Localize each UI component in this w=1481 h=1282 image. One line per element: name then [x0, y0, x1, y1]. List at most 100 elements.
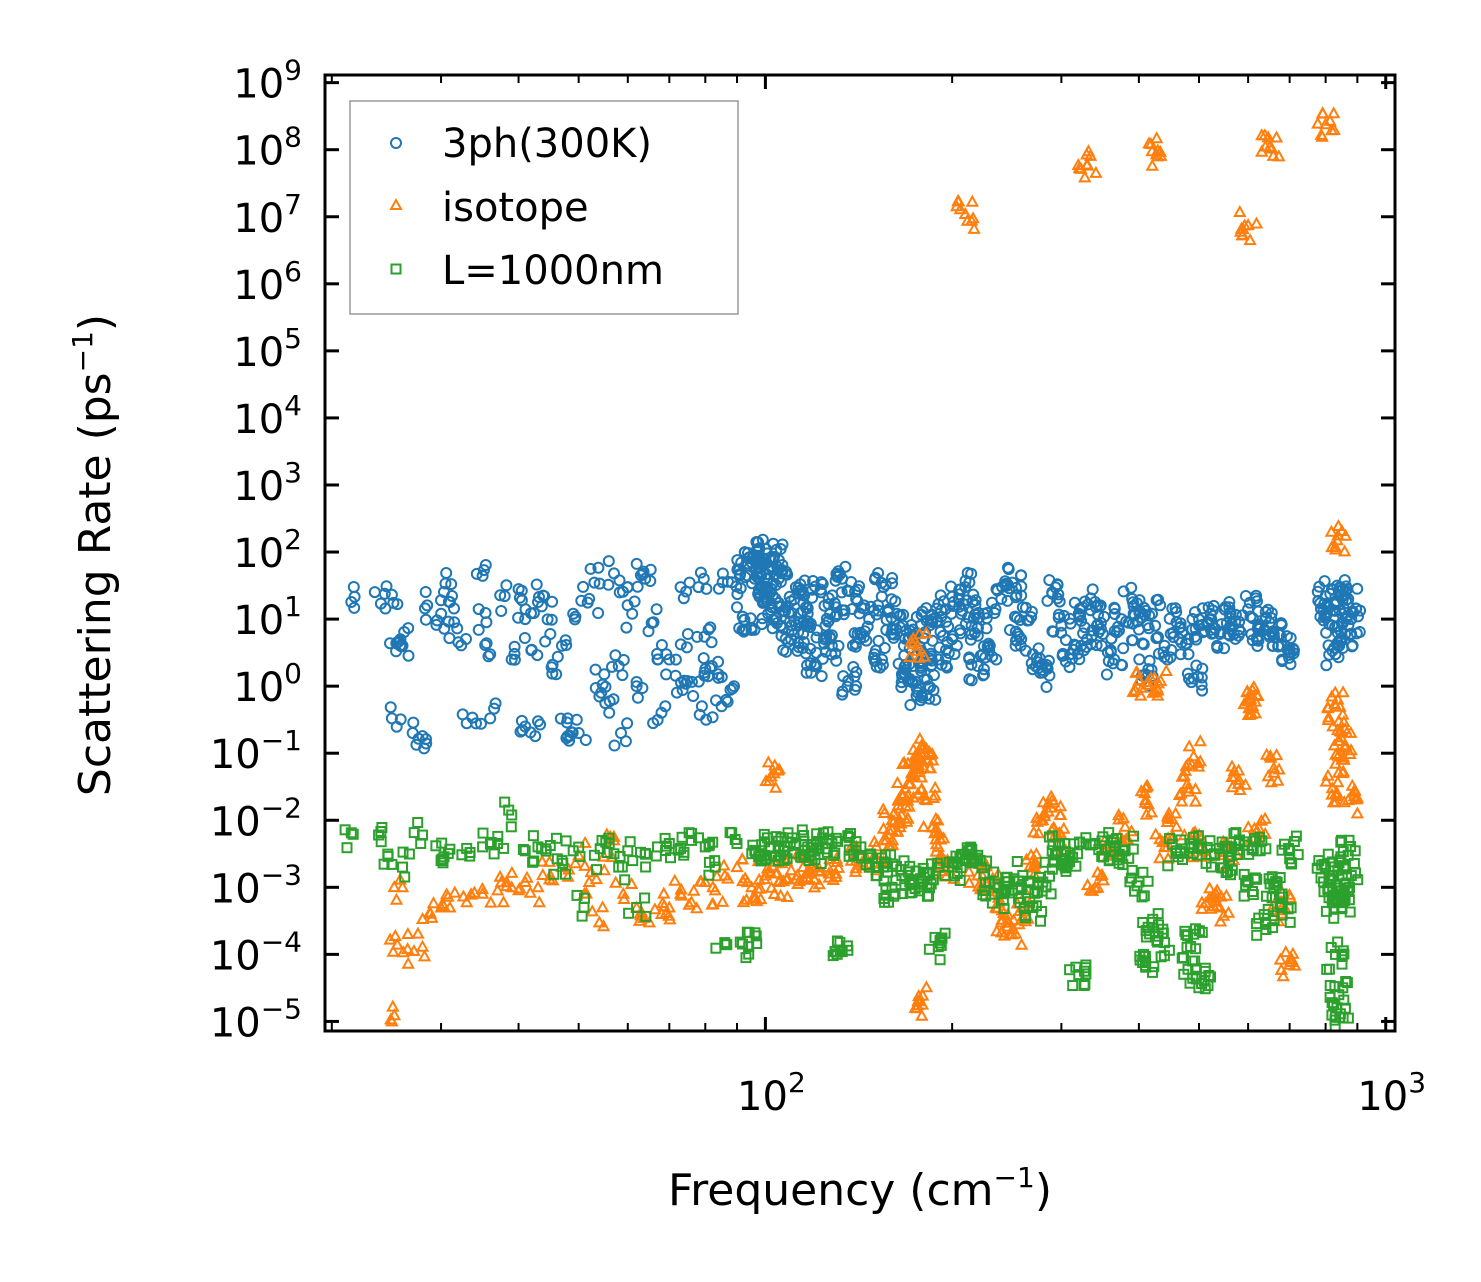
data-point	[1320, 626, 1333, 639]
data-point	[1258, 139, 1273, 152]
data-point	[1211, 641, 1224, 654]
data-point	[752, 587, 765, 600]
data-point	[1276, 655, 1289, 668]
data-point	[931, 857, 943, 869]
data-point	[1186, 613, 1199, 625]
data-point	[720, 693, 733, 706]
data-point	[464, 887, 478, 900]
data-point	[1134, 950, 1146, 962]
data-point	[912, 627, 927, 640]
data-point	[1056, 647, 1069, 660]
data-point	[1182, 739, 1196, 752]
data-point	[527, 856, 539, 868]
data-point	[1145, 158, 1159, 171]
data-point	[389, 892, 404, 905]
data-point	[1112, 620, 1124, 633]
data-point	[1331, 775, 1345, 788]
data-point	[1167, 631, 1180, 643]
y-tick-label: 103	[233, 456, 302, 510]
data-point	[719, 938, 731, 950]
data-point	[657, 886, 671, 899]
data-point	[805, 839, 817, 850]
data-point	[1083, 148, 1098, 161]
data-point	[1058, 853, 1070, 865]
data-point	[1052, 588, 1065, 601]
data-point	[513, 591, 526, 604]
data-point	[1009, 591, 1022, 604]
data-point	[1185, 842, 1197, 854]
data-point	[1350, 792, 1364, 805]
y-tick-label: 108	[233, 121, 302, 175]
data-point	[894, 807, 909, 820]
data-point	[769, 866, 783, 879]
data-point	[776, 559, 789, 571]
data-point	[1032, 826, 1046, 839]
data-point	[771, 560, 784, 573]
data-point	[1151, 683, 1165, 696]
data-point	[1177, 854, 1188, 865]
data-point	[1228, 828, 1240, 840]
data-point	[1318, 575, 1331, 588]
data-point	[1174, 648, 1187, 661]
data-point	[456, 849, 468, 861]
data-point	[1274, 888, 1285, 900]
data-point	[697, 652, 710, 665]
data-point	[1327, 583, 1339, 596]
data-point	[518, 632, 531, 644]
data-point	[849, 640, 862, 653]
data-point	[712, 655, 725, 668]
data-point	[1142, 663, 1155, 676]
data-point	[1330, 1011, 1342, 1023]
data-point	[613, 574, 626, 587]
data-point	[401, 926, 415, 939]
data-point	[1352, 610, 1364, 623]
data-point	[1283, 842, 1295, 854]
data-point	[1126, 634, 1138, 647]
data-point	[415, 838, 427, 849]
data-point	[784, 595, 797, 608]
data-point	[933, 641, 946, 654]
data-point	[1325, 942, 1337, 953]
data-point	[503, 804, 515, 816]
data-point	[1328, 787, 1343, 800]
data-point	[1337, 714, 1351, 727]
data-point	[456, 889, 471, 902]
data-point	[1128, 683, 1142, 696]
data-point	[546, 595, 559, 608]
data-point	[1314, 597, 1327, 610]
data-point	[910, 682, 923, 695]
data-point	[707, 836, 719, 848]
data-point	[616, 669, 629, 682]
data-point	[755, 569, 768, 582]
data-point	[1072, 161, 1087, 174]
data-point	[1095, 639, 1108, 652]
y-tick-label: 109	[233, 54, 302, 108]
data-point	[766, 589, 779, 602]
legend-label-isotope: isotope	[442, 185, 589, 231]
data-point	[898, 855, 910, 867]
data-point	[1348, 858, 1360, 869]
data-point	[1136, 891, 1148, 903]
data-point	[1044, 789, 1058, 802]
data-point	[1064, 617, 1077, 630]
data-point	[595, 900, 610, 913]
data-point	[880, 827, 895, 840]
data-point	[906, 886, 918, 898]
data-point	[1052, 611, 1065, 624]
data-point	[1137, 601, 1150, 614]
data-point	[616, 861, 628, 873]
data-point	[1019, 644, 1032, 657]
data-point	[1118, 819, 1132, 832]
data-point	[1028, 856, 1042, 869]
data-point	[437, 857, 449, 869]
data-point	[1151, 688, 1165, 701]
data-point	[955, 862, 967, 874]
data-point	[669, 669, 682, 682]
data-point	[848, 864, 863, 877]
data-point	[630, 680, 643, 693]
data-point	[903, 649, 917, 662]
data-point	[831, 935, 843, 947]
data-point	[712, 668, 725, 681]
data-point	[1089, 165, 1103, 178]
data-point	[1247, 843, 1259, 854]
